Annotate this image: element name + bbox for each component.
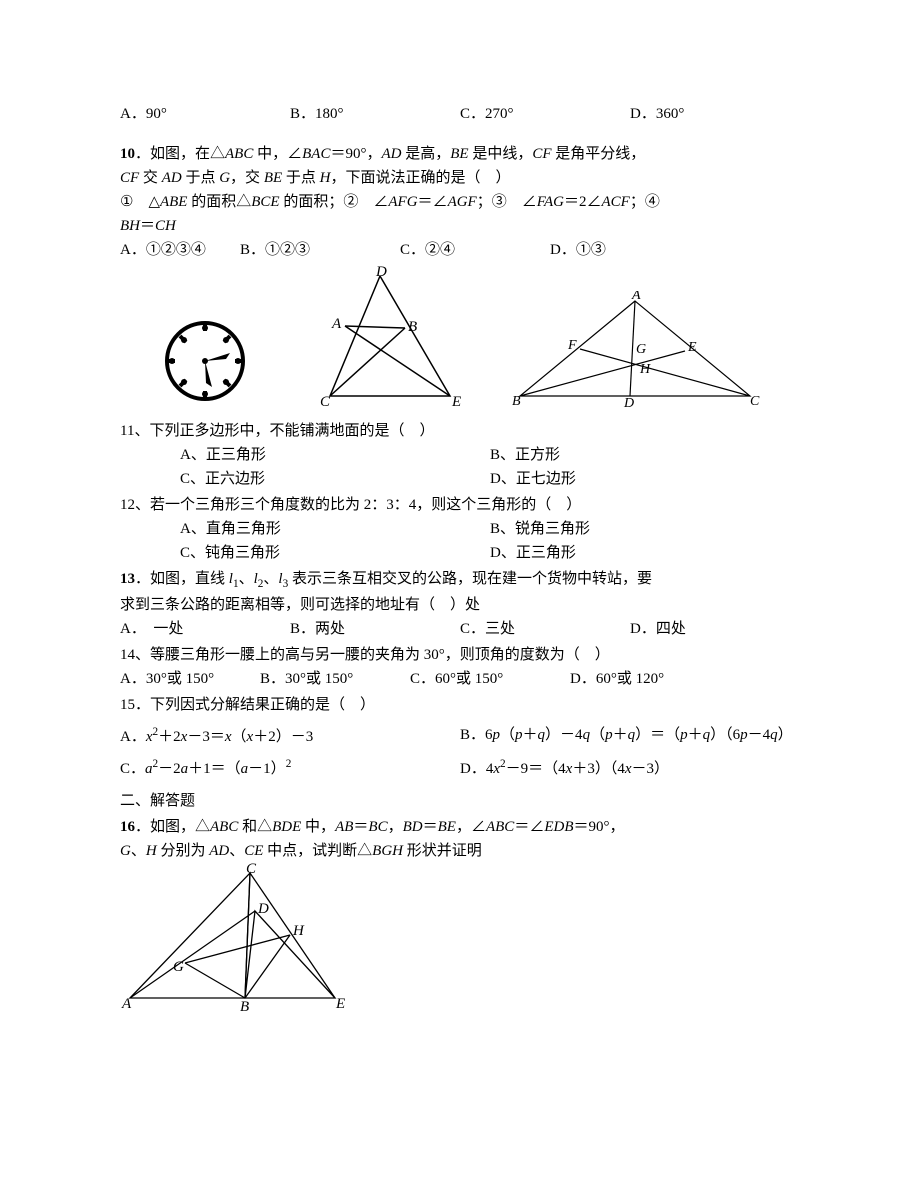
q15-opt-b: B．6p（p＋q）－4q（p＋q）＝（p＋q）（6p－4q）	[460, 723, 800, 749]
svg-text:A: A	[121, 996, 132, 1012]
q10-num: 10	[120, 146, 135, 162]
svg-text:E: E	[335, 996, 345, 1012]
q12-opt-d: D、正三角形	[490, 541, 800, 565]
svg-text:B: B	[240, 999, 249, 1013]
svg-text:F: F	[567, 338, 577, 353]
star-figure: D A B C E	[290, 266, 470, 411]
svg-text:H: H	[292, 923, 305, 939]
q9-opt-a: A．90°	[120, 102, 290, 126]
q10-stem: 10．如图，在△ABC 中，∠BAC＝90°，AD 是高，BE 是中线，CF 是…	[120, 142, 800, 166]
svg-text:C: C	[320, 394, 331, 410]
q15-opt-c: C．a2－2a＋1＝（a－1）2	[120, 755, 460, 781]
section2-heading: 二、解答题	[120, 789, 800, 813]
q11-opts-row2: C、正六边形 D、正七边形	[120, 467, 800, 491]
q10-options: A．①②③④ B．①②③ C．②④ D．①③	[120, 238, 800, 262]
q14-opt-a: A．30°或 150°	[120, 667, 260, 691]
q16-figure: A B C D E G H	[120, 863, 350, 1013]
q11-opt-a: A、正三角形	[180, 443, 490, 467]
q12-opt-c: C、钝角三角形	[180, 541, 490, 565]
q14-stem: 14、等腰三角形一腰上的高与另一腰的夹角为 30°，则顶角的度数为（ ）	[120, 643, 800, 667]
q10-figures: D A B C E A B C D E F G H	[160, 266, 760, 411]
triangle-cevians-figure: A B C D E F G H	[510, 291, 760, 411]
svg-text:G: G	[636, 342, 646, 357]
q16-stem: 16．如图，△ABC 和△BDE 中，AB＝BC，BD＝BE，∠ABC＝∠EDB…	[120, 815, 800, 839]
svg-text:H: H	[639, 362, 651, 377]
q12-opt-b: B、锐角三角形	[490, 517, 800, 541]
svg-text:E: E	[687, 340, 697, 355]
q11-opt-c: C、正六边形	[180, 467, 490, 491]
q9-opt-b: B．180°	[290, 102, 460, 126]
q12-stem: 12、若一个三角形三个角度数的比为 2：3：4，则这个三角形的（ ）	[120, 493, 800, 517]
q10-opt-d: D．①③	[550, 238, 606, 262]
q13-options: A． 一处 B．两处 C．三处 D．四处	[120, 617, 800, 641]
q11-opt-d: D、正七边形	[490, 467, 800, 491]
svg-text:D: D	[375, 266, 387, 280]
q11-opts-row1: A、正三角形 B、正方形	[120, 443, 800, 467]
clock-figure	[160, 311, 250, 411]
svg-text:B: B	[512, 394, 521, 409]
svg-text:C: C	[750, 394, 760, 409]
q15-stem: 15．下列因式分解结果正确的是（ ）	[120, 693, 800, 717]
q14-opt-b: B．30°或 150°	[260, 667, 410, 691]
q13-opt-a: A． 一处	[120, 617, 290, 641]
q15-opt-d: D．4x2－9＝（4x＋3）（4x－3）	[460, 755, 800, 781]
q15-opts-row1: A．x2＋2x－3＝x（x＋2）－3 B．6p（p＋q）－4q（p＋q）＝（p＋…	[120, 723, 800, 749]
q13-opt-b: B．两处	[290, 617, 460, 641]
q10-statement4: BH＝CH	[120, 214, 800, 238]
q10-opt-c: C．②④	[400, 238, 550, 262]
q10-statements: ① △ABE 的面积△BCE 的面积；② ∠AFG＝∠AGF；③ ∠FAG＝2∠…	[120, 190, 800, 214]
svg-text:C: C	[246, 863, 257, 877]
q13-stem: 13．如图，直线 l1、l2、l3 表示三条互相交叉的公路，现在建一个货物中转站…	[120, 567, 800, 593]
svg-text:A: A	[331, 316, 342, 332]
q11-opt-b: B、正方形	[490, 443, 800, 467]
q13-stem-line2: 求到三条公路的距离相等，则可选择的地址有（ ）处	[120, 593, 800, 617]
q15-opt-a: A．x2＋2x－3＝x（x＋2）－3	[120, 723, 460, 749]
q10-opt-a: A．①②③④	[120, 238, 240, 262]
svg-text:D: D	[623, 396, 634, 411]
svg-text:G: G	[173, 959, 184, 975]
q10-opt-b: B．①②③	[240, 238, 400, 262]
svg-text:A: A	[631, 291, 641, 303]
q9-opt-c: C．270°	[460, 102, 630, 126]
q12-opts-row2: C、钝角三角形 D、正三角形	[120, 541, 800, 565]
svg-text:D: D	[257, 901, 269, 917]
q13-opt-c: C．三处	[460, 617, 630, 641]
q12-opts-row1: A、直角三角形 B、锐角三角形	[120, 517, 800, 541]
q14-opt-c: C．60°或 150°	[410, 667, 570, 691]
svg-text:B: B	[408, 319, 417, 335]
q10-stem-line2: CF 交 AD 于点 G，交 BE 于点 H，下面说法正确的是（ ）	[120, 166, 800, 190]
q14-opt-d: D．60°或 120°	[570, 667, 664, 691]
q12-opt-a: A、直角三角形	[180, 517, 490, 541]
q13-opt-d: D．四处	[630, 617, 800, 641]
q14-options: A．30°或 150° B．30°或 150° C．60°或 150° D．60…	[120, 667, 800, 691]
svg-text:E: E	[451, 394, 461, 410]
q9-options: A．90° B．180° C．270° D．360°	[120, 102, 800, 126]
q11-stem: 11、下列正多边形中，不能铺满地面的是（ ）	[120, 419, 800, 443]
q16-stem-line2: G、H 分别为 AD、CE 中点，试判断△BGH 形状并证明	[120, 839, 800, 863]
q15-opts-row2: C．a2－2a＋1＝（a－1）2 D．4x2－9＝（4x＋3）（4x－3）	[120, 755, 800, 781]
q9-opt-d: D．360°	[630, 102, 800, 126]
